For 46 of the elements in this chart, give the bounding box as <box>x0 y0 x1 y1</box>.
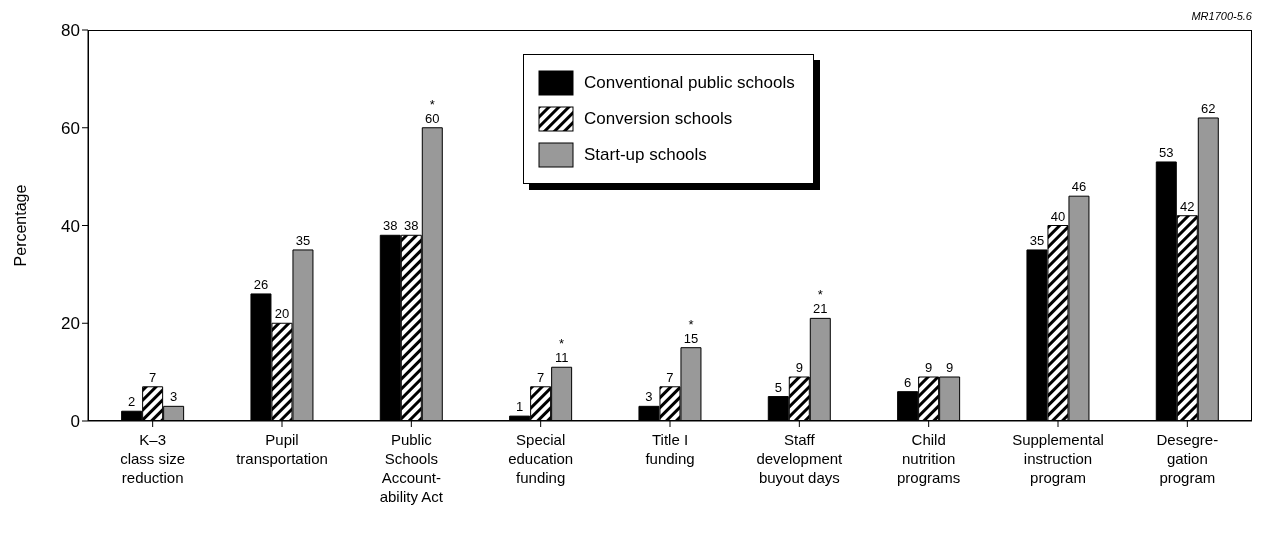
data-label: 38 <box>383 218 398 234</box>
y-tick-label: 20 <box>61 314 80 334</box>
data-label: 1 <box>516 399 524 415</box>
legend-label: Start-up schools <box>584 145 707 165</box>
data-label: 46 <box>1071 179 1087 195</box>
data-label: 62 <box>1201 100 1216 116</box>
data-label: 6 <box>904 374 912 390</box>
x-tick-label: Pupil transportation <box>236 431 328 467</box>
x-tick-label: Child nutrition programs <box>896 431 961 486</box>
y-tick-label: 0 <box>70 412 80 432</box>
x-tick-label: K–3 class size reduction <box>120 431 186 486</box>
data-label: 3 <box>645 389 653 405</box>
data-label: 5 <box>774 379 782 395</box>
data-label: 20 <box>274 306 290 322</box>
data-label: * 21 <box>813 287 828 317</box>
data-label: 9 <box>795 360 803 376</box>
x-tick-label: Title I funding <box>645 431 695 467</box>
data-label: 26 <box>253 276 269 292</box>
x-tick-label: Supplemental instruction program <box>1012 431 1104 486</box>
legend-label: Conventional public schools <box>584 73 795 93</box>
data-label: 40 <box>1050 208 1066 224</box>
data-label: 9 <box>925 360 933 376</box>
y-tick-label: 60 <box>61 118 80 138</box>
data-label: * 11 <box>554 336 569 366</box>
data-label: 7 <box>149 369 157 385</box>
data-label: 53 <box>1159 144 1174 160</box>
data-label: 7 <box>666 369 674 385</box>
x-tick-label: Staff development buyout days <box>756 431 844 486</box>
data-label: 35 <box>1029 232 1045 248</box>
x-tick-label: Desegre- gation program <box>1156 431 1219 486</box>
y-tick-label: 40 <box>61 216 80 236</box>
data-label: 35 <box>295 232 311 248</box>
data-label: 42 <box>1180 198 1195 214</box>
data-label: 7 <box>537 369 545 385</box>
data-label: 38 <box>404 218 419 234</box>
legend-label: Conversion schools <box>584 109 733 129</box>
x-tick-label: Special education funding <box>508 431 574 486</box>
data-label: 2 <box>128 394 136 410</box>
data-label: 3 <box>170 389 178 405</box>
data-label: 9 <box>946 360 954 376</box>
data-label: * 60 <box>425 96 440 126</box>
y-axis-title: Percentage <box>11 184 29 267</box>
data-label: * 15 <box>683 316 699 346</box>
y-tick-label: 80 <box>61 21 80 41</box>
text: MR1700-5.6 <box>1191 10 1252 22</box>
x-tick-label: Public Schools Account- ability Act <box>379 431 444 505</box>
